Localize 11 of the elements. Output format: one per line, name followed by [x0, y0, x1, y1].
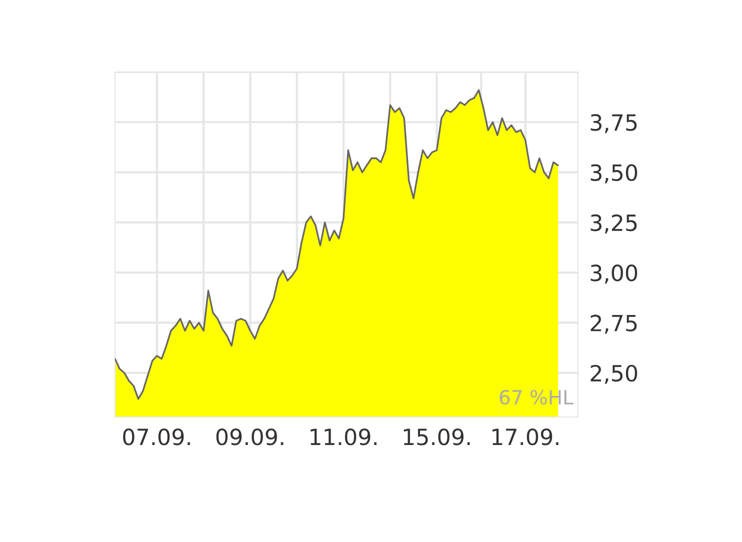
x-tick-label: 11.09. [310, 428, 376, 446]
x-tick-label: 17.09. [492, 428, 558, 446]
x-tick-label: 15.09. [404, 428, 470, 446]
y-tick-label: 2,75 [590, 314, 637, 334]
x-tick-label: 07.09. [123, 428, 190, 446]
y-tick-label: 3,50 [590, 164, 638, 184]
x-tick-label: 09.09. [216, 428, 284, 446]
y-tick-label: 3,00 [590, 264, 638, 284]
y-tick-label: 2,50 [590, 364, 638, 384]
y-tick-label: 3,75 [590, 114, 637, 134]
y-tick-label: 3,25 [590, 214, 637, 234]
